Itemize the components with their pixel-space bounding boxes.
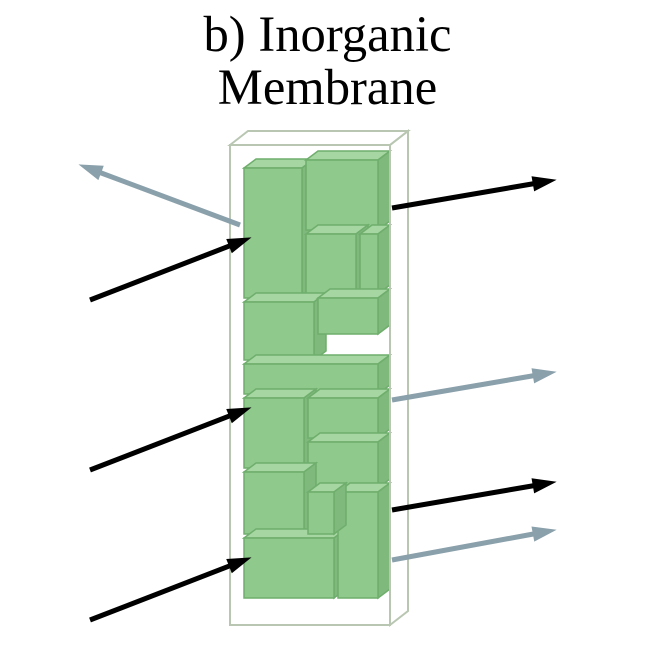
membrane-blocks: [244, 151, 390, 598]
membrane-diagram: [0, 0, 655, 655]
